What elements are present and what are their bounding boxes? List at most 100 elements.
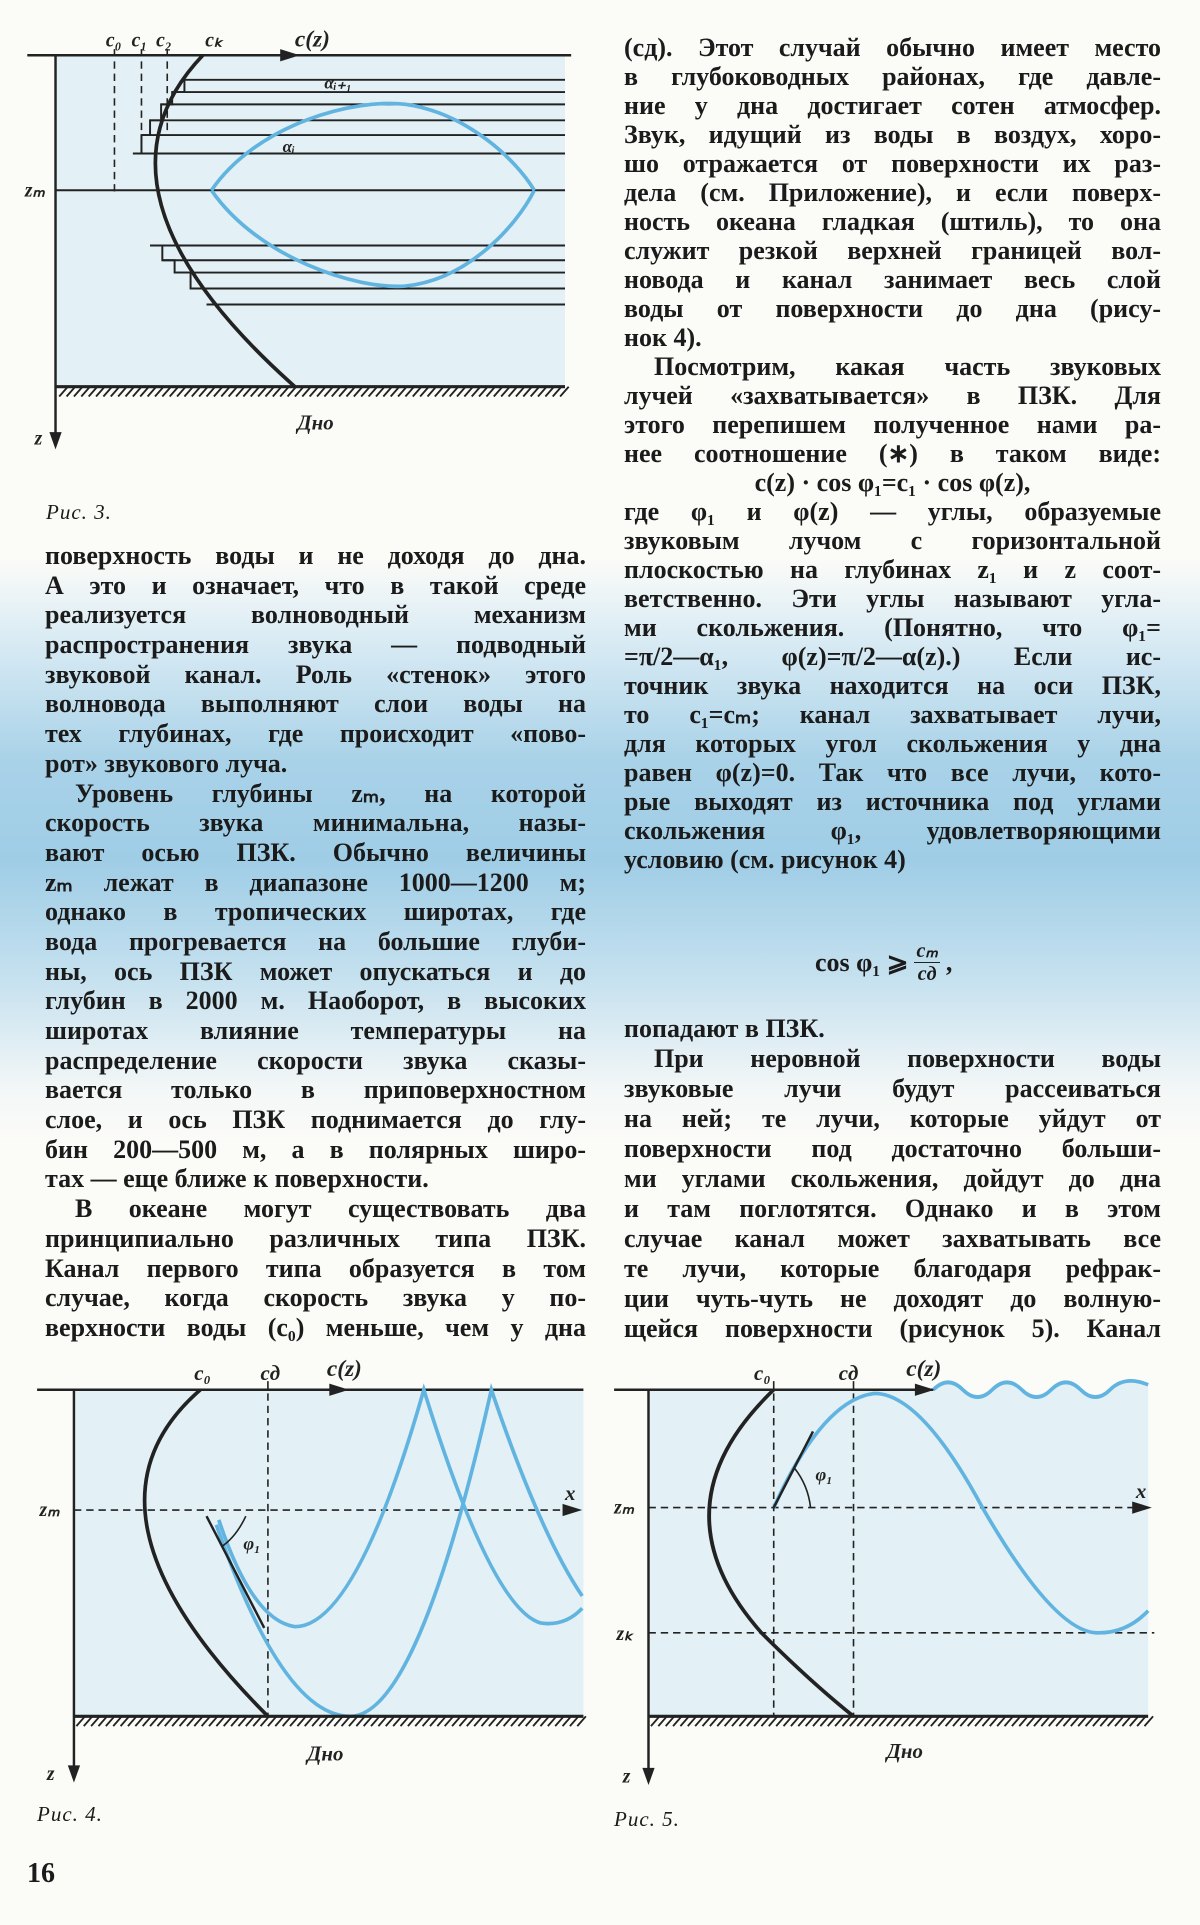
stair-steps xyxy=(140,79,207,290)
text-line: дела (см. Приложение), и если поверх- xyxy=(624,178,1161,207)
text-line: лучей «захватывается» в ПЗК. Для xyxy=(624,381,1161,410)
text-line: верхности воды (c₀) меньше, чем у дна xyxy=(45,1312,586,1342)
label-phi: φ₁ xyxy=(815,1465,832,1485)
text-line: звуковые лучи будут рассеиваться xyxy=(624,1074,1161,1103)
formula-lhs: cos φ₁ ⩾ xyxy=(815,947,909,977)
right-text-column-upper: (cд). Этот случай обычно имеет место в гл… xyxy=(624,33,1161,874)
text-line: однако в тропических широтах, где xyxy=(45,897,586,927)
text-line: плоскостью на глубинах z₁ и z соот- xyxy=(624,555,1161,584)
figure3-caption: Рис. 3. xyxy=(46,500,112,524)
text-line: тах — еще ближе к поверхности. xyxy=(45,1164,429,1194)
formula-trail: , xyxy=(945,947,953,977)
angle-arc xyxy=(220,1515,247,1548)
page-number: 16 xyxy=(27,1858,55,1889)
text-line: для которых угол скольжения у дна xyxy=(624,729,1161,758)
figure4-caption: Рис. 4. xyxy=(37,1802,103,1826)
text-line: в глубоководных районах, где давле- xyxy=(624,62,1161,91)
label-phi: φ₁ xyxy=(243,1533,260,1553)
x-axis-arrow xyxy=(562,1503,583,1517)
text-line: воды от поверхности до дна (рису- xyxy=(624,294,1161,323)
label-cz: c(z) xyxy=(295,27,330,53)
text-line: на ней; те лучи, которые уйдут от xyxy=(624,1104,1161,1133)
text-line: рот» звукового луча. xyxy=(45,748,288,778)
depth-levels xyxy=(55,78,566,306)
formula-denominator: cд xyxy=(917,963,937,985)
label-zm: zₘ xyxy=(613,1497,635,1519)
label-c2: c₂ xyxy=(156,30,172,52)
label-zk: zₖ xyxy=(616,1623,635,1645)
text-line: щейся поверхности (рисунок 5). Канал xyxy=(624,1314,1161,1343)
label-cz: c(z) xyxy=(327,1356,362,1382)
text-line: вода прогревается на большие глуби- xyxy=(45,926,586,956)
label-c0: c₀ xyxy=(194,1361,211,1385)
text-line: ние у дна достигает сотен атмосфер. xyxy=(624,91,1161,120)
text-line: c(z) · cos φ₁=c₁ · cos φ(z), xyxy=(754,468,1031,497)
text-line: где φ₁ и φ(z) — углы, образуемые xyxy=(624,497,1161,526)
text-line: Посмотрим, какая часть звуковых xyxy=(654,352,1161,381)
text-line: нок 4). xyxy=(624,323,702,352)
seabed-hatching xyxy=(75,1715,587,1727)
text-line: ветственно. Эти углы называют угла- xyxy=(624,584,1161,613)
text-line: служит резкой верхней границей вол- xyxy=(624,236,1161,265)
text-line: рые выходят из источника под углами xyxy=(624,787,1161,816)
water-area xyxy=(648,1380,1149,1717)
label-z: z xyxy=(46,1763,55,1785)
text-line: =π/2—α₁, φ(z)=π/2—α(z).) Если ис- xyxy=(624,642,1161,671)
text-line: шо отражается от поверхности их раз- xyxy=(624,149,1161,178)
text-line: zₘ лежат в диапазоне 1000—1200 м; xyxy=(45,867,586,897)
text-line: бин 200—500 м, а в полярных широ- xyxy=(45,1134,586,1164)
seabed-hatching xyxy=(650,1715,1154,1727)
text-line: звуковой канал. Роль «стенок» этого xyxy=(45,659,586,689)
speed-profile-curve xyxy=(142,1388,270,1718)
sound-ray xyxy=(772,1391,1150,1635)
label-alpha-i: αᵢ xyxy=(283,137,295,156)
text-line: скольжения φ₁, удовлетворяющими xyxy=(624,816,1161,845)
text-line: А это и означает, что в такой среде xyxy=(45,570,586,600)
speed-axis-arrow xyxy=(329,1383,349,1396)
label-z: z xyxy=(622,1766,631,1788)
tangent-line xyxy=(772,1430,815,1509)
formula-numerator: cₘ xyxy=(914,940,940,963)
text-line: ми углами скольжения, дойдут до дна xyxy=(624,1164,1161,1193)
sound-ray-1 xyxy=(217,1383,584,1629)
text-line: распространения звука — подводный xyxy=(45,630,586,660)
depth-axis-arrow xyxy=(642,1767,655,1786)
text-line: При неровной поверхности воды xyxy=(654,1044,1161,1073)
x-axis-arrow xyxy=(1132,1501,1152,1514)
speed-axis-arrow xyxy=(280,49,300,62)
label-cd: cд xyxy=(261,1361,281,1385)
seabed-hatching xyxy=(58,386,570,398)
text-line: скорость звука минимальна, назы- xyxy=(45,808,586,838)
text-line: случае, когда скорость звука у по- xyxy=(45,1283,586,1313)
left-text-column: поверхность воды и не доходя до дна. А эт… xyxy=(45,541,586,1343)
text-line: принципиально различных типа ПЗК. xyxy=(45,1223,586,1253)
text-line: равен φ(z)=0. Так что все лучи, кото- xyxy=(624,758,1161,787)
depth-axis-arrow xyxy=(67,1765,81,1783)
figure4: c₀ cд c(z) zₘ x φ₁ z Дно xyxy=(37,1356,587,1785)
text-line: вается только в приповерхностном xyxy=(45,1075,586,1105)
label-bottom: Дно xyxy=(885,1739,923,1763)
water-area xyxy=(55,55,566,387)
sound-ray-2 xyxy=(214,1382,584,1719)
label-c1: c₁ xyxy=(132,30,148,52)
text-line: Звук, идущий из воды в воздух, хоро- xyxy=(624,120,1161,149)
speed-axis-arrow xyxy=(914,1383,935,1396)
text-line: условию (см. рисунок 4) xyxy=(624,845,906,874)
label-x: x xyxy=(1135,1479,1146,1503)
text-line: реализуется волноводный механизм xyxy=(45,600,586,630)
tangent-line xyxy=(205,1515,266,1629)
text-line: звуковым лучом с горизонтальной xyxy=(624,526,1161,555)
text-line: ми скольжения. (Понятно, что φ₁= xyxy=(624,613,1161,642)
text-line: широтах влияние температуры на xyxy=(45,1016,586,1045)
text-line: поверхности под достаточно больши- xyxy=(624,1134,1161,1163)
text-line: этого перепишем полученное нами ра- xyxy=(624,410,1161,439)
rough-surface-wave xyxy=(932,1379,1149,1399)
text-line: волновода выполняют слои воды на xyxy=(45,689,586,719)
text-line: тех глубинах, где происходит «пово- xyxy=(45,719,586,749)
figure5-caption: Рис. 5. xyxy=(614,1807,680,1831)
text-line: Канал первого типа образуется в том xyxy=(45,1253,586,1283)
label-zm: zₘ xyxy=(39,1499,61,1521)
angle-arc xyxy=(793,1467,812,1508)
label-bottom: Дно xyxy=(295,411,333,435)
text-line: Уровень глубины zₘ, на которой xyxy=(75,778,586,808)
